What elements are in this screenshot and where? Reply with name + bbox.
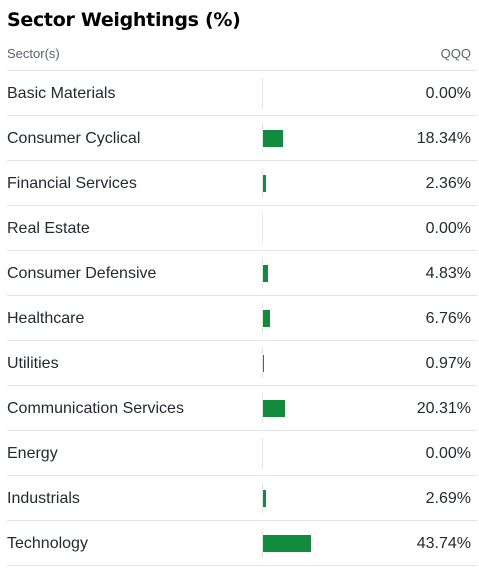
weight-bar-track [262, 258, 373, 288]
fund-column-header: QQQ [440, 46, 471, 61]
weight-value: 4.83% [425, 265, 471, 282]
weight-value: 2.36% [425, 175, 471, 192]
weight-bar [263, 265, 269, 282]
weight-bar-track [262, 348, 373, 378]
table-row: Real Estate 0.00% [7, 206, 477, 251]
weight-value: 20.31% [416, 400, 471, 417]
weight-bar-track [262, 123, 373, 153]
weight-bar [263, 130, 284, 147]
weight-bar-track [262, 303, 373, 333]
weight-bar-track [262, 483, 373, 513]
weight-bar-track [262, 528, 373, 558]
table-row: Consumer Defensive 4.83% [7, 251, 477, 296]
sector-name: Energy [7, 445, 58, 462]
weight-bar-track [262, 393, 373, 423]
weight-bar [263, 175, 266, 192]
weight-bar [263, 310, 271, 327]
weight-value: 18.34% [416, 130, 471, 147]
weight-value: 0.00% [425, 85, 471, 102]
sector-rows: Basic Materials 0.00% Consumer Cyclical 18.… [7, 71, 477, 566]
table-header: Sector(s) QQQ [7, 32, 477, 71]
sector-name: Financial Services [7, 175, 137, 192]
weight-bar [263, 535, 312, 552]
panel-title: Sector Weightings (%) [7, 9, 241, 31]
sector-name: Utilities [7, 355, 59, 372]
table-row: Communication Services 20.31% [7, 386, 477, 431]
weight-bar [263, 490, 266, 507]
table-row: Technology 43.74% [7, 521, 477, 566]
sector-name: Communication Services [7, 400, 184, 417]
sector-name: Consumer Defensive [7, 265, 157, 282]
weight-bar [263, 400, 286, 417]
sector-column-header: Sector(s) [7, 46, 60, 61]
table-row: Consumer Cyclical 18.34% [7, 116, 477, 161]
sector-name: Industrials [7, 490, 80, 507]
weight-value: 0.00% [425, 445, 471, 462]
weight-bar-track [262, 213, 373, 243]
weight-bar-track [262, 78, 373, 108]
sector-weightings-panel: Sector Weightings (%) Sector(s) QQQ Basi… [7, 8, 477, 566]
weight-value: 0.00% [425, 220, 471, 237]
weight-value: 0.97% [425, 355, 471, 372]
sector-name: Real Estate [7, 220, 90, 237]
table-row: Energy 0.00% [7, 431, 477, 476]
weight-value: 43.74% [416, 535, 471, 552]
sector-name: Basic Materials [7, 85, 116, 102]
table-row: Utilities 0.97% [7, 341, 477, 386]
weight-bar [263, 355, 265, 372]
sector-name: Healthcare [7, 310, 85, 327]
table-row: Industrials 2.69% [7, 476, 477, 521]
sector-name: Technology [7, 535, 88, 552]
sector-name: Consumer Cyclical [7, 130, 141, 147]
weight-bar-track [262, 438, 373, 468]
table-row: Healthcare 6.76% [7, 296, 477, 341]
table-row: Financial Services 2.36% [7, 161, 477, 206]
table-row: Basic Materials 0.00% [7, 71, 477, 116]
weight-value: 6.76% [425, 310, 471, 327]
weight-value: 2.69% [425, 490, 471, 507]
weight-bar-track [262, 168, 373, 198]
